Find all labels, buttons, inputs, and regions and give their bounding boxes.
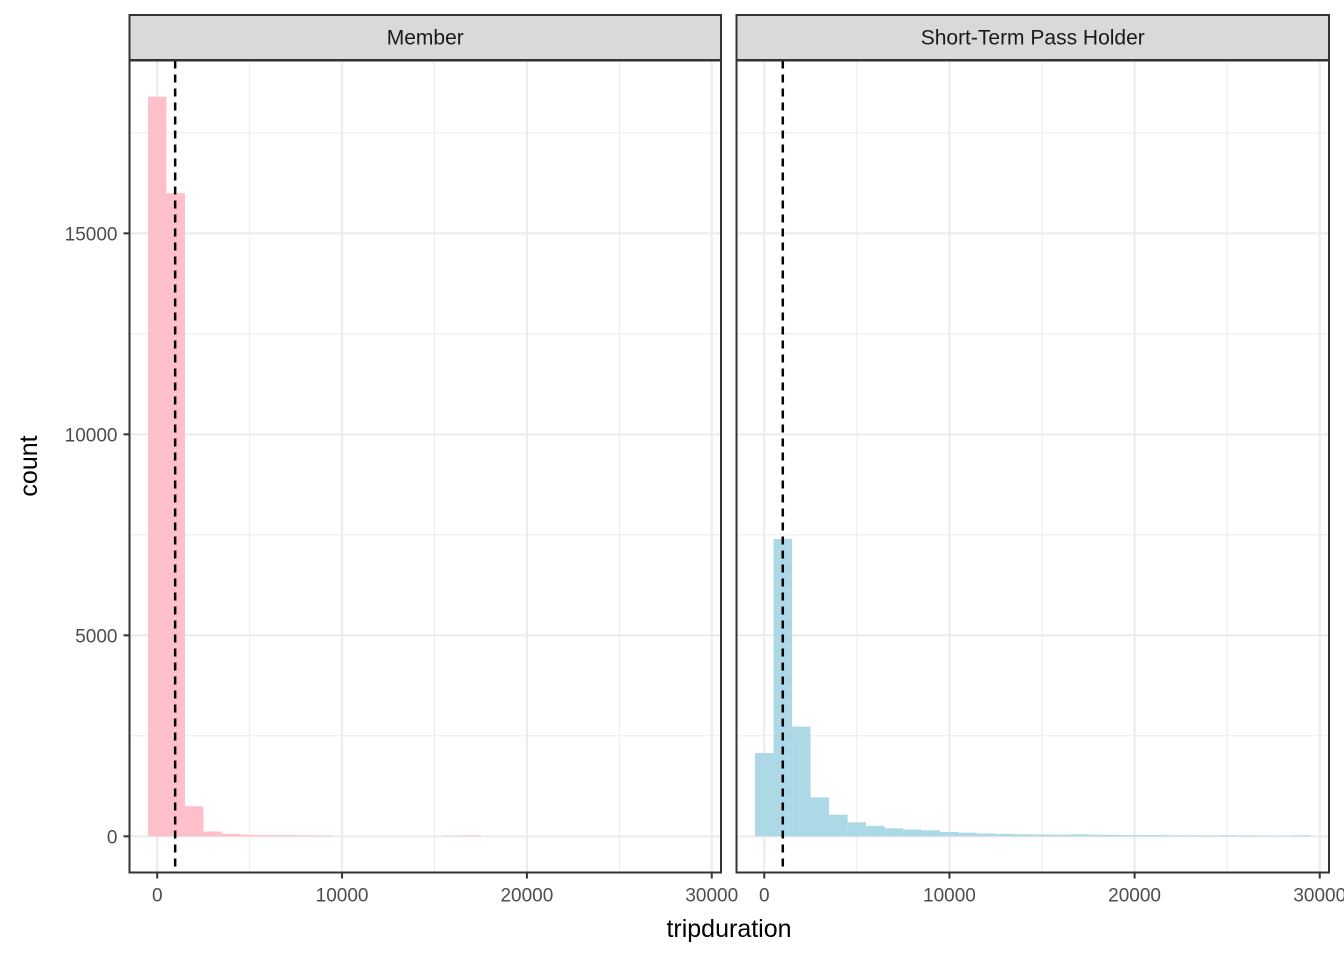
panel-background bbox=[736, 60, 1329, 873]
histogram-bar bbox=[462, 835, 481, 837]
histogram-bar bbox=[203, 831, 222, 837]
histogram-bar bbox=[1106, 834, 1126, 837]
histogram-bar bbox=[1125, 835, 1144, 837]
histogram-bar bbox=[847, 822, 867, 837]
x-tick-label: 20000 bbox=[500, 886, 553, 907]
histogram-bar bbox=[1180, 835, 1200, 837]
x-tick-label: 20000 bbox=[1108, 886, 1161, 907]
histogram-bar bbox=[314, 835, 333, 837]
histogram-bar bbox=[1014, 834, 1033, 837]
histogram-bar bbox=[1162, 835, 1181, 837]
histogram-bar bbox=[940, 831, 959, 837]
histogram-bar bbox=[755, 753, 774, 837]
histogram-bar bbox=[443, 835, 463, 837]
histogram-bar bbox=[147, 96, 167, 837]
histogram-bar bbox=[184, 806, 204, 837]
histogram-bar bbox=[1069, 834, 1089, 837]
histogram-bar bbox=[810, 797, 830, 837]
facet-strip-label: Short-Term Pass Holder bbox=[921, 27, 1145, 50]
y-axis-title: count bbox=[15, 435, 43, 496]
x-axis-title: tripduration bbox=[666, 915, 791, 943]
y-tick-label: 15000 bbox=[65, 224, 118, 245]
y-tick-label: 10000 bbox=[65, 425, 118, 446]
histogram-bar bbox=[884, 828, 904, 837]
histogram-bar bbox=[773, 538, 793, 837]
histogram-bar bbox=[977, 833, 996, 837]
facet-strip bbox=[128, 14, 722, 61]
histogram-bar bbox=[1236, 835, 1255, 837]
histogram-bar bbox=[921, 830, 941, 837]
histogram-bar bbox=[221, 833, 241, 837]
histogram-bar bbox=[1291, 835, 1311, 837]
histogram-bar bbox=[958, 832, 978, 837]
facet-strip bbox=[735, 14, 1330, 61]
histogram-bar bbox=[1217, 835, 1237, 837]
histogram-bar bbox=[995, 833, 1015, 837]
x-tick-label: 0 bbox=[152, 886, 163, 907]
histogram-bar bbox=[1254, 835, 1274, 837]
histogram-bar bbox=[240, 834, 259, 837]
facet-panel-1: Member 0 10000 20000 30000 0 5000 10000 15000 bbox=[65, 14, 738, 907]
histogram-bar bbox=[1088, 834, 1107, 837]
histogram-bar bbox=[1051, 834, 1070, 837]
histogram-bar bbox=[1032, 834, 1052, 837]
x-tick-label: 10000 bbox=[316, 886, 369, 907]
histogram-bar bbox=[1143, 835, 1163, 837]
histogram-bar bbox=[1199, 835, 1218, 837]
facet-strip-label: Member bbox=[387, 27, 464, 50]
histogram-bar bbox=[866, 825, 885, 837]
x-tick-label: 10000 bbox=[923, 886, 976, 907]
histogram-bar bbox=[829, 814, 848, 837]
y-tick-label: 0 bbox=[107, 827, 118, 848]
histogram-bar bbox=[277, 835, 296, 837]
x-tick-label: 0 bbox=[759, 886, 770, 907]
histogram-bar bbox=[258, 835, 278, 837]
histogram-bar bbox=[295, 835, 315, 837]
x-tick-label: 30000 bbox=[1293, 886, 1344, 907]
facet-panel-2: Short-Term Pass Holder 0 10000 20000 30000 bbox=[735, 14, 1344, 907]
histogram-bar bbox=[792, 726, 811, 837]
x-tick-label: 30000 bbox=[685, 886, 738, 907]
panel-background bbox=[129, 60, 721, 873]
y-tick-label: 5000 bbox=[75, 626, 117, 647]
histogram-bar bbox=[903, 829, 922, 837]
histogram-bar bbox=[1273, 835, 1292, 837]
